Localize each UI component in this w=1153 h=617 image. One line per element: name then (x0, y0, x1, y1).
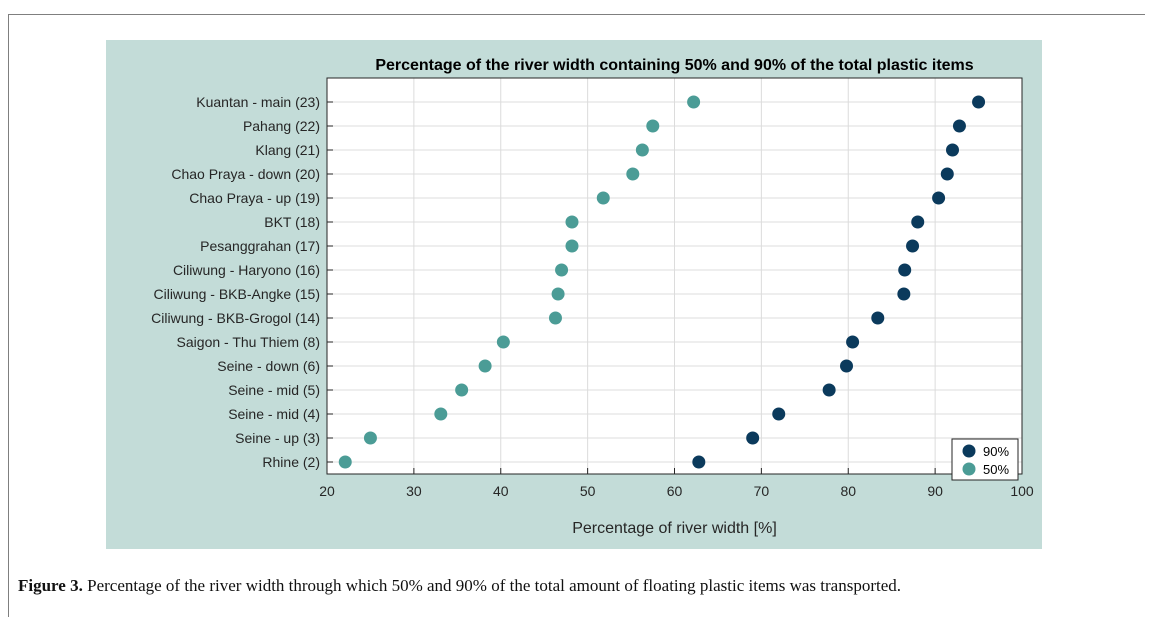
point-90 (897, 287, 911, 301)
figure-caption: Figure 3. Percentage of the river width … (18, 576, 901, 596)
point-90 (846, 335, 860, 349)
point-90 (906, 239, 920, 253)
y-tick-label: Ciliwung - BKB-Grogol (14) (151, 310, 320, 326)
y-tick-label: BKT (18) (264, 214, 320, 230)
y-tick-label: Chao Praya - down (20) (171, 166, 320, 182)
point-90 (972, 95, 986, 109)
figure-caption-label: Figure 3. (18, 576, 83, 595)
point-50 (478, 359, 492, 373)
axis-tick-labels: 20 30 40 50 60 70 80 90 100 Kuantan - main (23) Pa… (151, 94, 1034, 499)
point-50 (596, 191, 610, 205)
x-tick-label: 90 (927, 483, 943, 499)
point-90 (692, 455, 706, 469)
y-tick-label: Rhine (2) (262, 454, 320, 470)
point-90 (911, 215, 925, 229)
chart-title: Percentage of the river width containing… (375, 57, 973, 74)
legend-marker-90 (962, 444, 976, 458)
point-90 (952, 119, 966, 133)
legend-label-90: 90% (983, 444, 1009, 459)
figure-caption-text: Percentage of the river width through wh… (87, 576, 902, 595)
point-50 (565, 239, 579, 253)
y-tick-label: Pesanggrahan (17) (200, 238, 320, 254)
scatter-chart: 20 30 40 50 60 70 80 90 100 Kuantan - main (23) Pa… (106, 40, 1042, 549)
x-tick-label: 70 (754, 483, 770, 499)
point-90 (822, 383, 836, 397)
y-tick-label: Klang (21) (255, 142, 320, 158)
point-90 (940, 167, 954, 181)
legend: 90% 50% (951, 438, 1019, 481)
point-90 (746, 431, 760, 445)
y-tick-label: Chao Praya - up (19) (189, 190, 320, 206)
point-90 (946, 143, 959, 157)
x-tick-label: 40 (493, 483, 509, 499)
point-50 (496, 335, 510, 349)
x-tick-label: 60 (667, 483, 683, 499)
axis-ticks (326, 101, 1023, 474)
point-50 (626, 167, 640, 181)
y-tick-label: Seine - up (3) (235, 430, 320, 446)
y-tick-label: Ciliwung - BKB-Angke (15) (153, 286, 320, 302)
y-tick-label: Saigon - Thu Thiem (8) (177, 334, 320, 350)
point-50 (551, 287, 565, 301)
chart-panel: 20 30 40 50 60 70 80 90 100 Kuantan - main (23) Pa… (106, 40, 1042, 549)
point-50 (363, 431, 377, 445)
y-tick-label: Pahang (22) (243, 118, 320, 134)
y-tick-label: Ciliwung - Haryono (16) (173, 262, 320, 278)
point-50 (338, 455, 352, 469)
point-90 (840, 359, 854, 373)
data-points (338, 95, 986, 469)
point-50 (646, 119, 660, 133)
point-50 (565, 215, 579, 229)
point-50 (548, 311, 562, 325)
point-50 (687, 95, 701, 109)
point-50 (555, 263, 569, 277)
y-tick-label: Kuantan - main (23) (196, 94, 320, 110)
x-tick-label: 80 (840, 483, 856, 499)
point-90 (898, 263, 912, 277)
point-90 (772, 407, 786, 421)
legend-marker-50 (962, 462, 976, 476)
x-tick-label: 20 (319, 483, 335, 499)
x-tick-label: 50 (580, 483, 596, 499)
figure-frame-top-border (8, 14, 1145, 15)
point-50 (635, 143, 649, 157)
x-tick-label: 100 (1010, 483, 1034, 499)
y-tick-label: Seine - mid (4) (228, 406, 320, 422)
y-tick-label: Seine - down (6) (217, 358, 320, 374)
y-tick-label: Seine - mid (5) (228, 382, 320, 398)
legend-label-50: 50% (983, 462, 1009, 477)
point-90 (932, 191, 946, 205)
x-axis-label: Percentage of river width [%] (572, 520, 777, 537)
point-50 (455, 383, 469, 397)
point-90 (871, 311, 885, 325)
point-50 (434, 407, 448, 421)
x-tick-label: 30 (406, 483, 422, 499)
legend-box (951, 438, 1019, 481)
figure-frame-left-border (8, 14, 9, 617)
